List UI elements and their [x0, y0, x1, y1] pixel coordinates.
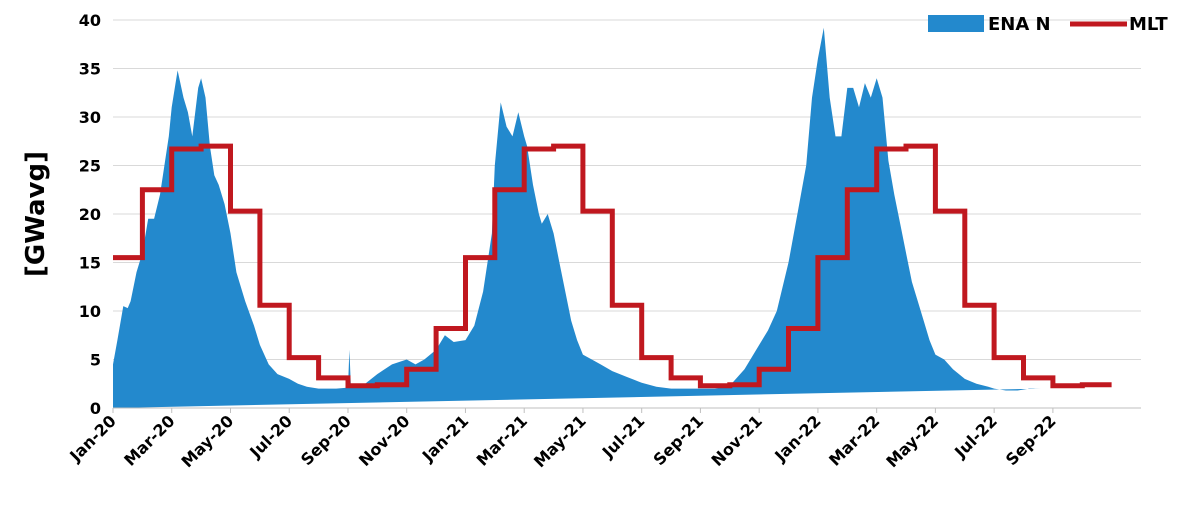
y-tick-labels: 0 5 10 15 20 25 30 35 40 — [79, 11, 101, 418]
x-tick-label: Mar-22 — [825, 411, 883, 469]
x-tick-label: Sep-20 — [297, 411, 355, 469]
x-tick-label: Nov-21 — [708, 411, 766, 469]
y-tick-label: 20 — [79, 205, 101, 224]
axes — [112, 407, 1141, 413]
ena-area — [113, 27, 1042, 409]
x-tick-label: Jan-20 — [65, 411, 119, 465]
y-tick-label: 10 — [79, 302, 101, 321]
x-tick-label: Sep-21 — [649, 411, 707, 469]
legend: ENA N MLT — [928, 14, 1168, 35]
x-tick-label: Jul-22 — [950, 411, 1001, 462]
x-tick-label: May-21 — [530, 411, 590, 471]
y-axis-label: [GWavg] — [21, 151, 51, 277]
legend-label-ena: ENA N — [988, 14, 1051, 35]
x-tick-label: May-22 — [882, 411, 942, 471]
x-tick-label: Jan-22 — [770, 411, 824, 465]
x-tick-label: Sep-22 — [1002, 411, 1060, 469]
x-tick-label: Mar-20 — [120, 411, 178, 469]
y-tick-label: 15 — [79, 254, 101, 273]
y-tick-label: 25 — [79, 157, 101, 176]
y-tick-label: 35 — [79, 60, 101, 79]
mlt-line-layer — [113, 143, 1112, 389]
mlt-line — [113, 143, 1112, 389]
x-tick-label: Jul-21 — [598, 411, 649, 462]
legend-label-mlt: MLT — [1129, 14, 1168, 35]
x-tick-label: Jan-21 — [418, 411, 472, 465]
x-tick-label: Jul-20 — [245, 411, 296, 462]
legend-swatch-ena — [928, 15, 984, 32]
y-tick-label: 5 — [90, 351, 101, 370]
x-tick-label: May-20 — [178, 411, 238, 471]
gridlines — [113, 19, 1141, 360]
y-tick-label: 0 — [90, 399, 101, 418]
x-tick-label: Nov-20 — [355, 411, 413, 469]
ena-area-layer — [113, 27, 1042, 409]
y-tick-label: 40 — [79, 11, 101, 30]
x-tick-label: Mar-21 — [473, 411, 531, 469]
y-tick-label: 30 — [79, 108, 101, 127]
